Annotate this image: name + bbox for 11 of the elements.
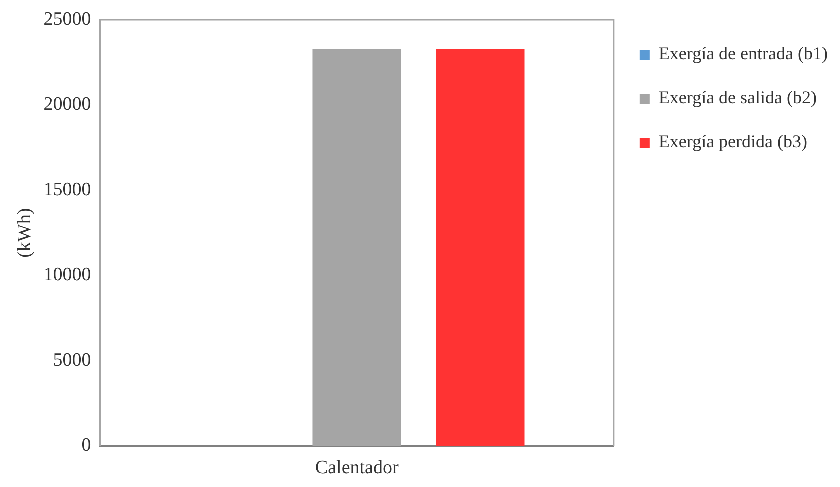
y-tick-label: 15000 <box>44 179 92 200</box>
y-tick-label: 0 <box>82 435 92 456</box>
x-tick-label: Calentador <box>315 458 400 479</box>
y-axis-title: (kWh) <box>14 208 36 258</box>
y-tick-label: 5000 <box>53 350 92 371</box>
y-tick-label: 25000 <box>44 8 92 30</box>
y-tick-label: 10000 <box>44 264 92 286</box>
legend-label: Exergía perdida (b3) <box>658 132 808 152</box>
legend-label: Exergía de salida (b2) <box>658 88 818 108</box>
y-tick-label: 20000 <box>44 94 92 116</box>
legend-label: Exergía de entrada (b1) <box>658 44 828 64</box>
